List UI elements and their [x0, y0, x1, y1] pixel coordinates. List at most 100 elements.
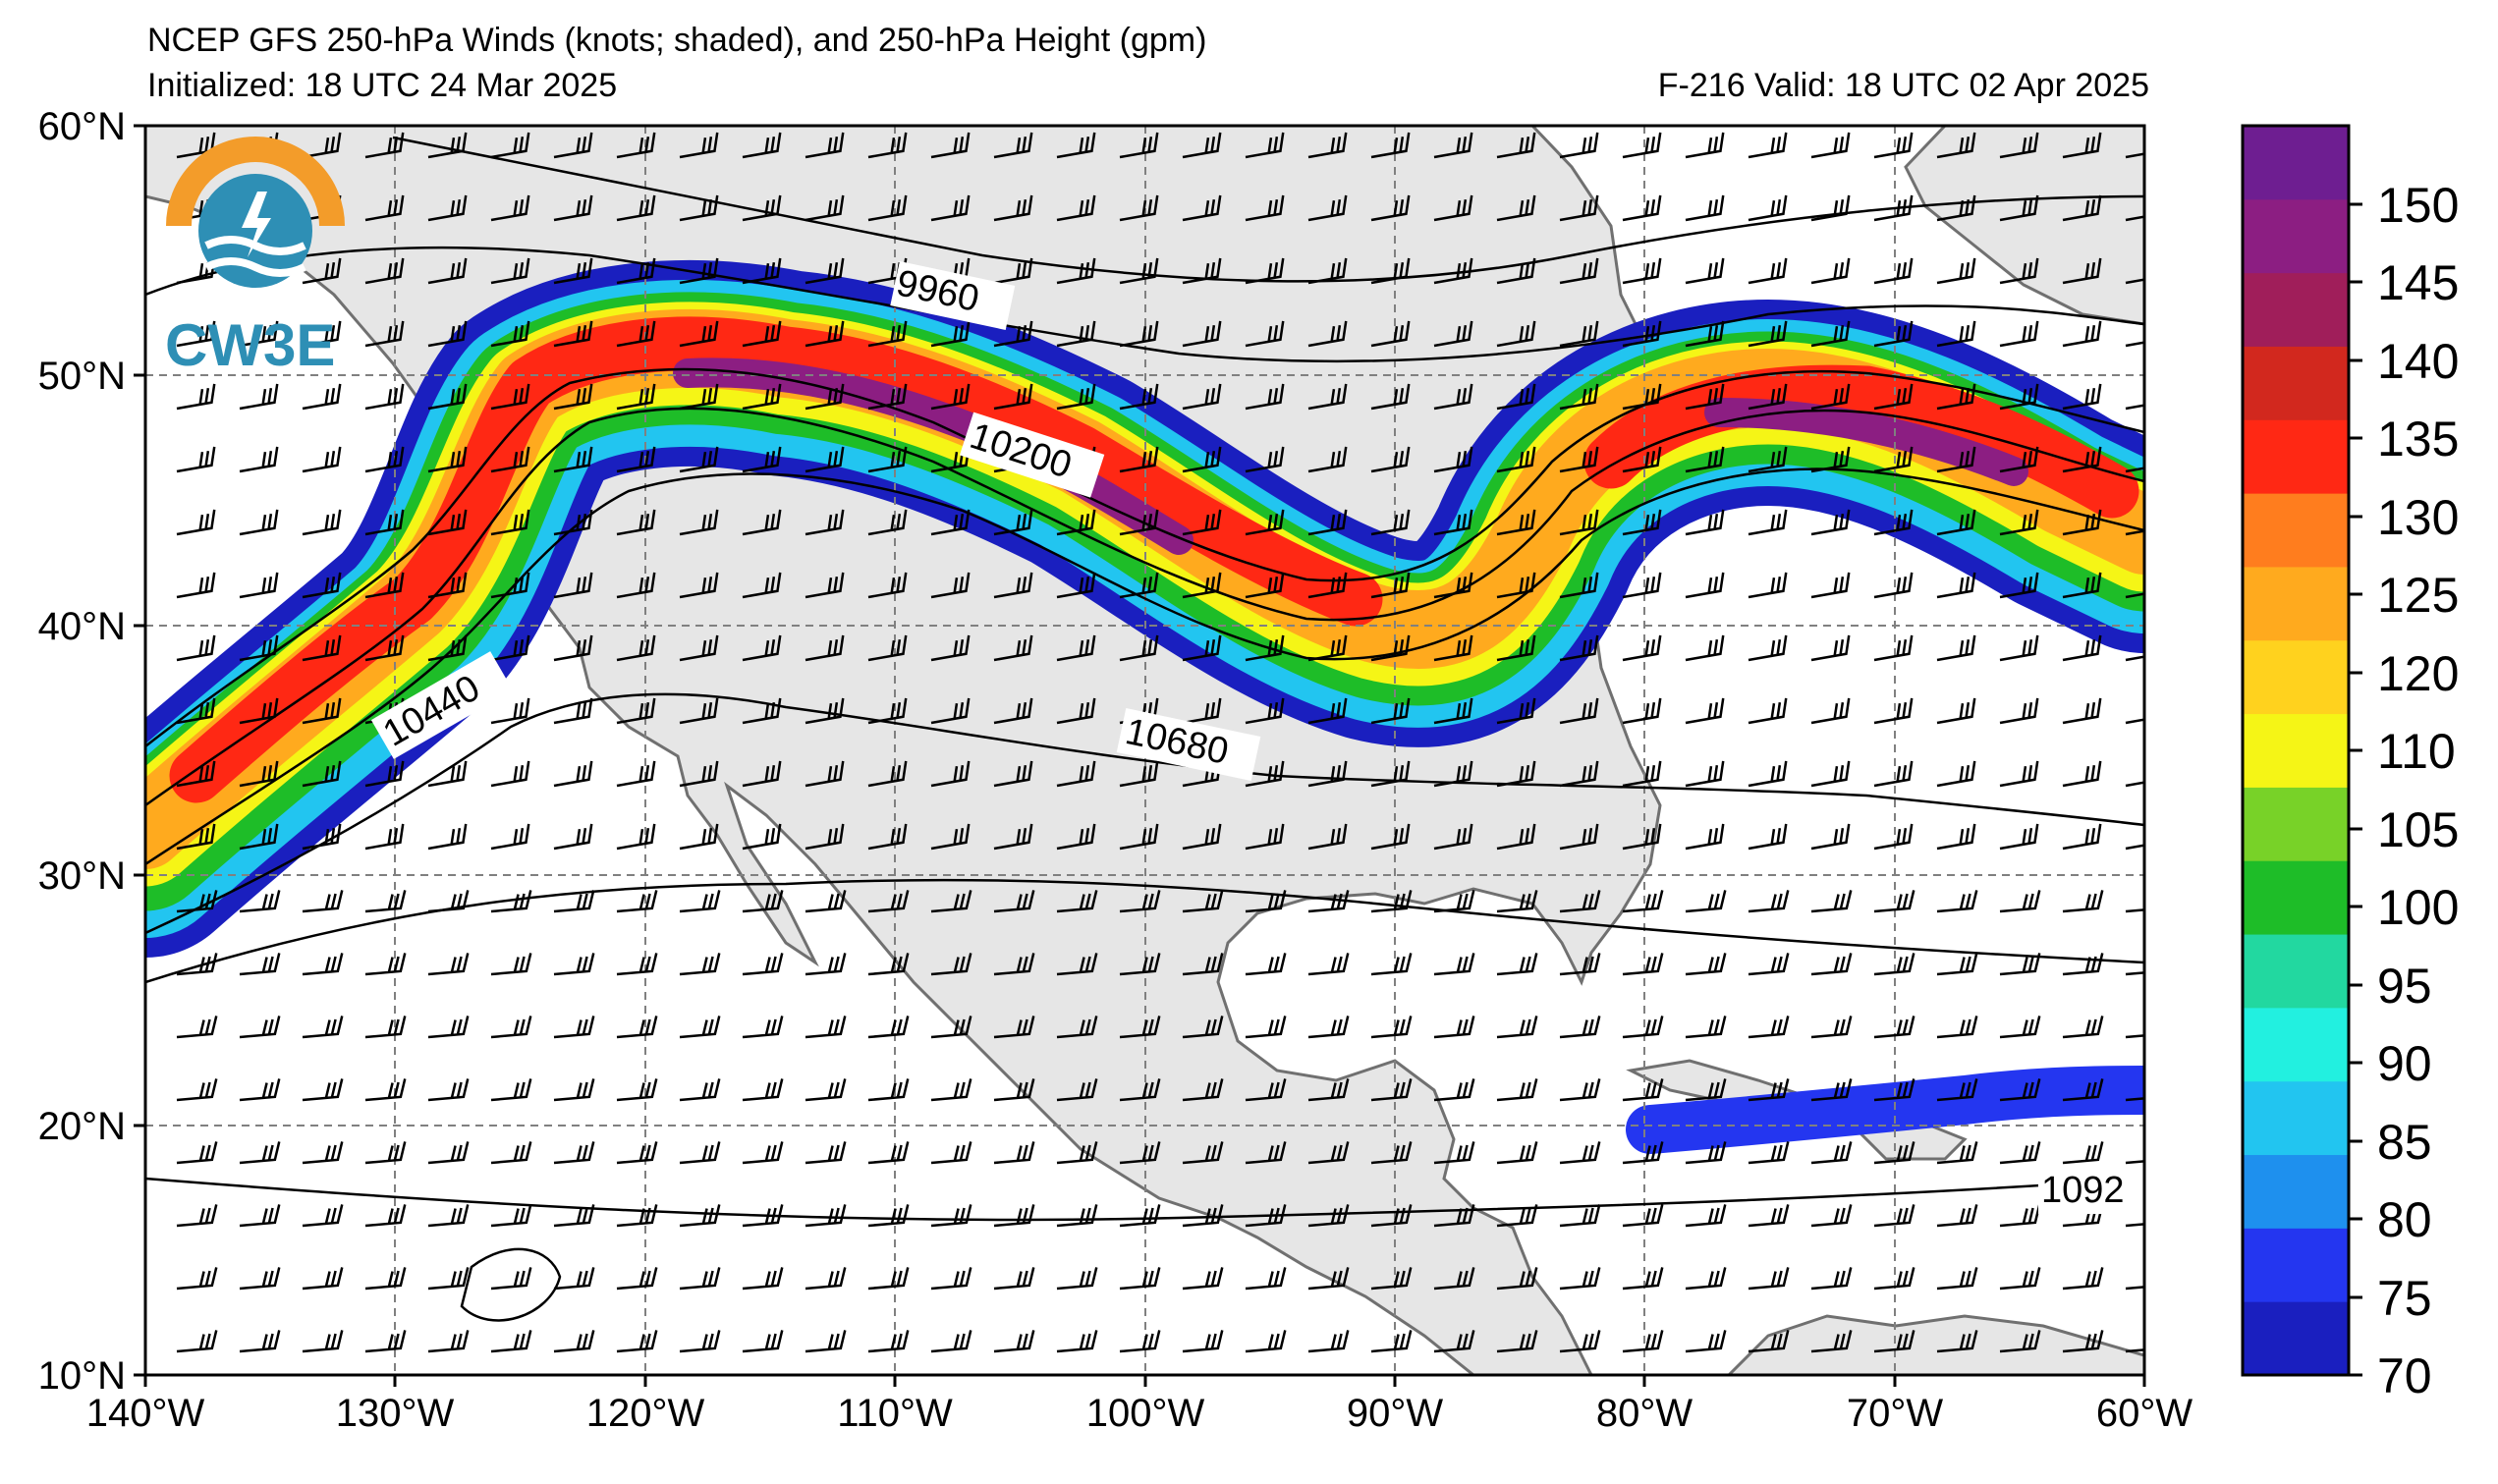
wind-barb	[867, 1267, 910, 1291]
wind-barb	[2062, 257, 2102, 285]
wind-barb	[1496, 132, 1536, 159]
wind-barb	[1622, 760, 1662, 788]
wind-barb	[1559, 697, 1599, 725]
lon-label: 60°W	[2096, 1392, 2193, 1435]
wind-barb	[490, 823, 530, 851]
wind-barb	[364, 383, 405, 411]
wind-barb	[176, 823, 216, 851]
wind-barb	[2062, 1267, 2104, 1291]
wind-barb	[1307, 509, 1348, 536]
wind-barb	[490, 953, 532, 976]
wind-barb	[1182, 697, 1222, 725]
wind-barb	[993, 132, 1033, 159]
wind-barb	[2062, 320, 2102, 348]
wind-barb	[1056, 194, 1096, 222]
wind-barb	[1999, 1330, 2041, 1353]
wind-barb	[616, 1267, 658, 1291]
wind-barb	[1685, 383, 1725, 411]
wind-barb	[1559, 1330, 1601, 1353]
wind-barb	[1810, 446, 1851, 473]
wind-barb	[1685, 1267, 1727, 1291]
wind-barb	[239, 1330, 281, 1353]
wind-barb	[1685, 823, 1725, 851]
wind-barb	[490, 890, 532, 913]
wind-barb	[1370, 890, 1413, 913]
colorbar-label: 95	[2377, 959, 2432, 1014]
wind-barb	[1559, 1016, 1601, 1039]
wind-barb	[805, 509, 845, 536]
wind-barb	[176, 760, 216, 788]
wind-barb	[1936, 890, 1978, 913]
wind-barb	[1182, 446, 1222, 473]
wind-barb	[1559, 760, 1599, 788]
wind-barb	[679, 446, 719, 473]
wind-barb	[1182, 320, 1222, 348]
wind-barb	[1433, 823, 1473, 851]
wind-barb	[1056, 1204, 1098, 1228]
wind-barb	[239, 1141, 281, 1165]
wind-barb	[1496, 823, 1536, 851]
wind-barb	[679, 383, 719, 411]
wind-barb	[427, 383, 468, 411]
wind-barb	[1873, 823, 1914, 851]
wind-barb	[2062, 953, 2104, 976]
wind-barb	[176, 572, 216, 599]
wind-barb	[427, 1078, 470, 1102]
longitude-axis	[143, 1375, 2146, 1387]
wind-barb	[239, 1267, 281, 1291]
wind-barb	[1748, 572, 1788, 599]
wind-barb	[553, 132, 593, 159]
wind-barb	[1056, 320, 1096, 348]
wind-barb	[490, 697, 530, 725]
wind-barb	[1307, 697, 1348, 725]
wind-barb	[805, 697, 845, 725]
wind-barb	[2125, 760, 2144, 788]
wind-barb	[427, 1330, 470, 1353]
wind-barb	[742, 1267, 784, 1291]
wind-barb	[993, 1204, 1035, 1228]
wind-barb	[679, 1016, 721, 1039]
wind-barb	[742, 383, 782, 411]
wind-barb	[1748, 194, 1788, 222]
lon-label: 110°W	[837, 1392, 953, 1435]
logo-text: CW3E	[165, 312, 335, 378]
wind-barb	[239, 1016, 281, 1039]
wind-barb	[742, 760, 782, 788]
wind-barb	[1245, 760, 1285, 788]
wind-barb	[993, 1078, 1035, 1102]
wind-barb	[302, 1330, 344, 1353]
wind-barb	[1245, 634, 1285, 662]
wind-barb	[867, 1141, 910, 1165]
wind-barb	[1056, 1016, 1098, 1039]
wind-barb	[1370, 132, 1411, 159]
wind-barb	[679, 953, 721, 976]
wind-barb	[742, 320, 782, 348]
wind-barb	[1999, 760, 2039, 788]
wind-barb	[553, 1330, 595, 1353]
wind-barb	[1245, 953, 1287, 976]
colorbar-label: 90	[2377, 1036, 2432, 1091]
wind-barb	[930, 1330, 972, 1353]
wind-barb	[490, 320, 530, 348]
wind-barb	[1119, 1204, 1161, 1228]
wind-barb	[1496, 953, 1538, 976]
wind-barb	[1433, 132, 1473, 159]
wind-barb	[679, 509, 719, 536]
wind-barb	[553, 1141, 595, 1165]
wind-barb	[1748, 953, 1790, 976]
wind-barb	[616, 572, 656, 599]
colorbar-label: 100	[2377, 880, 2459, 935]
wind-barb	[742, 1204, 784, 1228]
wind-barb	[2125, 320, 2144, 348]
wind-barb	[1496, 446, 1536, 473]
wind-barb	[1307, 1078, 1350, 1102]
wind-barb	[742, 509, 782, 536]
lon-label: 100°W	[1086, 1392, 1205, 1435]
wind-barb	[364, 1267, 407, 1291]
wind-barb	[1999, 1267, 2041, 1291]
wind-barb	[742, 1078, 784, 1102]
wind-barb	[867, 1016, 910, 1039]
wind-barb	[1559, 509, 1599, 536]
wind-barb	[1433, 1330, 1475, 1353]
longitude-labels: 140°W 130°W 120°W 110°W 100°W 90°W 80°W …	[86, 1392, 2193, 1435]
